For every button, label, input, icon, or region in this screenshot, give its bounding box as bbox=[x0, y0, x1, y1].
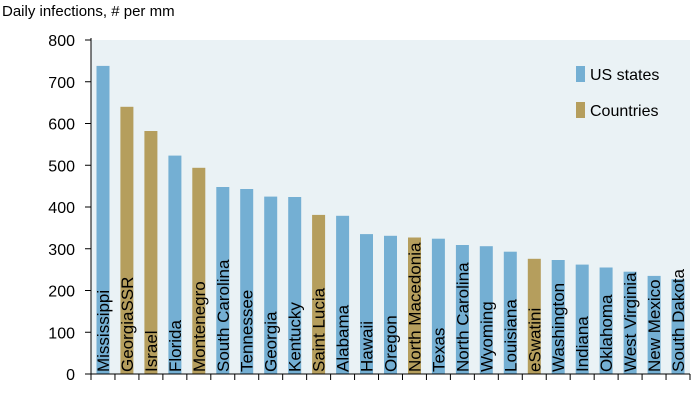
category-label: Oregon bbox=[382, 315, 401, 372]
bar-south-carolina bbox=[216, 187, 230, 374]
bar-indiana bbox=[575, 264, 589, 374]
y-tick-label: 800 bbox=[48, 33, 75, 50]
category-label: Oklahoma bbox=[597, 294, 616, 372]
category-label: Wyoming bbox=[477, 301, 496, 372]
y-tick-label: 400 bbox=[48, 200, 75, 217]
bar-saint-lucia bbox=[312, 214, 326, 374]
category-label: Hawaii bbox=[358, 321, 377, 372]
bar-west-virginia bbox=[623, 271, 637, 374]
legend-label: US states bbox=[590, 67, 659, 84]
legend-label: Countries bbox=[590, 103, 658, 120]
bar-wyoming bbox=[479, 246, 493, 374]
bar-georgia bbox=[264, 196, 278, 374]
bar-israel bbox=[144, 131, 158, 374]
category-label: Montenegro bbox=[190, 281, 209, 372]
category-label: Texas bbox=[429, 328, 448, 372]
category-label: Tennessee bbox=[238, 290, 257, 372]
category-label: South Carolina bbox=[214, 259, 233, 372]
category-label: GeorgiaSSR bbox=[118, 277, 137, 372]
y-tick-label: 600 bbox=[48, 117, 75, 134]
bar-washington bbox=[551, 260, 565, 374]
category-label: Alabama bbox=[334, 304, 353, 372]
category-label: West Virginia bbox=[621, 272, 640, 372]
category-label: Florida bbox=[166, 319, 185, 372]
y-tick-label: 300 bbox=[48, 242, 75, 259]
category-label: Georgia bbox=[262, 311, 281, 372]
legend-swatch bbox=[576, 66, 585, 82]
bar-florida bbox=[168, 155, 182, 374]
bar-eswatini bbox=[527, 258, 541, 374]
y-tick-label: 100 bbox=[48, 325, 75, 342]
bar-georgiassr bbox=[120, 106, 134, 375]
y-tick-label: 700 bbox=[48, 75, 75, 92]
legend-swatch bbox=[576, 102, 585, 118]
category-label: Indiana bbox=[573, 316, 592, 372]
category-label: North Carolina bbox=[453, 262, 472, 372]
bar-mississippi bbox=[96, 65, 110, 375]
category-label: Louisiana bbox=[501, 299, 520, 372]
bar-tennessee bbox=[240, 189, 254, 374]
chart-subtitle: Daily infections, # per mm bbox=[2, 3, 175, 20]
bar-new-mexico bbox=[647, 275, 661, 374]
bar-louisiana bbox=[503, 251, 517, 374]
category-label: New Mexico bbox=[645, 279, 664, 372]
y-tick-label: 200 bbox=[48, 284, 75, 301]
bar-hawaii bbox=[360, 234, 373, 374]
category-label: North Macedonia bbox=[405, 242, 424, 372]
bar-texas bbox=[431, 238, 445, 374]
category-label: Mississippi bbox=[94, 290, 113, 372]
bar-oregon bbox=[384, 235, 397, 374]
bar-montenegro bbox=[192, 167, 206, 374]
bar-kentucky bbox=[288, 197, 302, 374]
bar-north-carolina bbox=[455, 245, 469, 374]
category-label: Washington bbox=[549, 283, 568, 372]
bar-oklahoma bbox=[599, 267, 613, 374]
bar-alabama bbox=[336, 215, 350, 374]
y-tick-label: 0 bbox=[66, 367, 75, 384]
category-label: eSwatini bbox=[525, 308, 544, 372]
bar-north-macedonia bbox=[408, 237, 421, 374]
category-label: South Dakota bbox=[669, 268, 688, 372]
bar-south-dakota bbox=[671, 279, 685, 374]
category-label: Kentucky bbox=[286, 302, 305, 372]
category-label: Saint Lucia bbox=[310, 287, 329, 372]
y-tick-label: 500 bbox=[48, 158, 75, 175]
category-label: Israel bbox=[142, 330, 161, 372]
